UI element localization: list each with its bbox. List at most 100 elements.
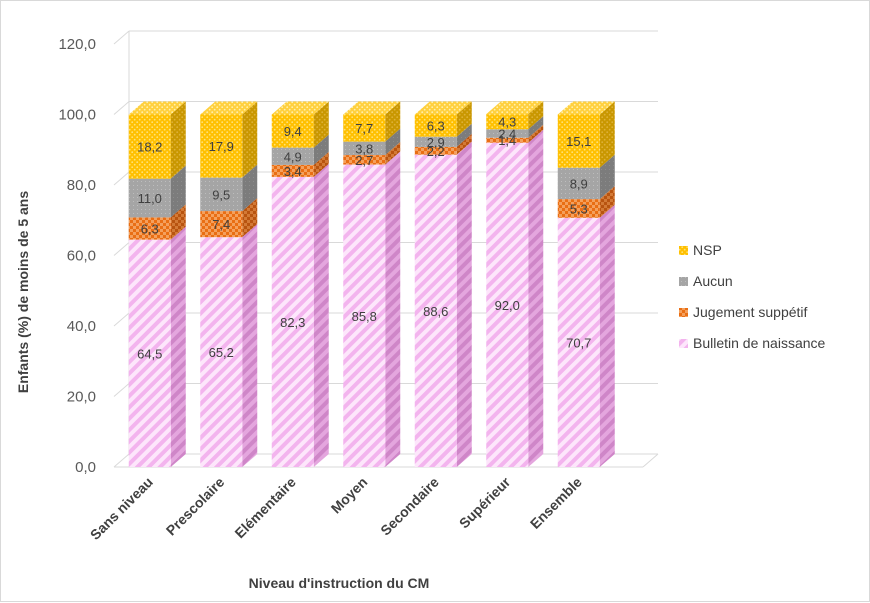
data-label-bulletin-de-naissance: 88,6 bbox=[423, 304, 448, 319]
legend-label: Bulletin de naissance bbox=[693, 335, 826, 351]
category-label-prescolaire: Prescolaire bbox=[163, 474, 228, 539]
data-label-jugement-suppetif: 5,3 bbox=[570, 201, 588, 216]
bar-side-aucun bbox=[599, 154, 615, 200]
legend: NSP Aucun Jugement suppétif Bulletin de nai… bbox=[679, 242, 826, 351]
bar-stack-moyen bbox=[343, 101, 401, 467]
bar-side-nsp bbox=[528, 101, 544, 130]
bar-side-aucun bbox=[313, 134, 329, 165]
bar-side-nsp bbox=[242, 101, 258, 178]
bars bbox=[128, 101, 615, 467]
bar-segment-aucun bbox=[200, 177, 243, 212]
bar-side-jugement-suppetif bbox=[242, 198, 258, 238]
bar-segment-bulletin-de-naissance bbox=[128, 239, 171, 467]
data-label-aucun: 4,9 bbox=[284, 149, 302, 164]
y-tick-label: 80,0 bbox=[67, 177, 96, 194]
bar-segment-aucun bbox=[128, 178, 171, 218]
bar-stack-superieur bbox=[486, 101, 544, 467]
y-tick-label: 40,0 bbox=[67, 318, 96, 335]
axes: 0,0 20,0 40,0 60,0 80,0 100,0 120,0 bbox=[58, 36, 96, 476]
data-label-jugement-suppetif: 3,4 bbox=[284, 164, 302, 179]
category-label-superieur: Supérieur bbox=[456, 473, 514, 531]
bar-side-bulletin-de-naissance bbox=[385, 151, 401, 467]
bar-side-aucun bbox=[242, 164, 258, 212]
bar-segment-jugement-suppetif bbox=[271, 164, 314, 177]
bar-side-bulletin-de-naissance bbox=[313, 163, 329, 467]
data-labels: 64,5 6,3 11,0 18,2 65,2 7,4 9,5 17,9 82,3 3,44,9 9… bbox=[137, 115, 591, 362]
data-label-jugement-suppetif: 2,2 bbox=[427, 144, 445, 159]
bar-top-nsp bbox=[200, 101, 258, 115]
category-label-elementaire: Elémentaire bbox=[231, 474, 299, 542]
data-label-aucun: 2,9 bbox=[427, 135, 445, 150]
bar-stack-secondaire bbox=[414, 101, 472, 467]
y-tick-label: 120,0 bbox=[58, 36, 96, 53]
bar-segment-jugement-suppetif bbox=[200, 211, 243, 238]
bar-segment-nsp bbox=[557, 114, 600, 168]
bar-segment-bulletin-de-naissance bbox=[414, 154, 457, 467]
legend-item-aucun: Aucun bbox=[679, 273, 733, 289]
data-label-bulletin-de-naissance: 70,7 bbox=[566, 335, 591, 350]
gridline-side bbox=[113, 383, 130, 397]
data-label-aucun: 3,8 bbox=[355, 141, 373, 156]
bar-segment-bulletin-de-naissance bbox=[486, 142, 529, 467]
x-axis-title: Niveau d'instruction du CM bbox=[249, 575, 430, 591]
legend-swatch bbox=[679, 277, 688, 286]
y-tick-label: 100,0 bbox=[58, 107, 96, 124]
bar-side-nsp bbox=[313, 101, 329, 148]
legend-item-bulletin-de-naissance: Bulletin de naissance bbox=[679, 335, 826, 351]
bar-side-jugement-suppetif bbox=[456, 133, 472, 155]
bar-segment-nsp bbox=[200, 114, 243, 178]
bar-segment-bulletin-de-naissance bbox=[271, 176, 314, 467]
bar-segment-jugement-suppetif bbox=[414, 146, 457, 155]
legend-label: Jugement suppétif bbox=[693, 304, 808, 320]
data-label-aucun: 11,0 bbox=[138, 191, 162, 206]
bar-segment-jugement-suppetif bbox=[557, 199, 600, 218]
bar-side-bulletin-de-naissance bbox=[170, 226, 186, 467]
bar-stack-sans-niveau bbox=[128, 101, 186, 467]
floor-edge-side bbox=[642, 453, 659, 468]
bar-side-jugement-suppetif bbox=[599, 186, 615, 218]
bar-side-nsp bbox=[456, 101, 472, 137]
bar-side-nsp bbox=[599, 101, 615, 168]
data-label-jugement-suppetif: 1,4 bbox=[498, 133, 516, 148]
bar-side-nsp bbox=[170, 101, 186, 179]
bar-side-bulletin-de-naissance bbox=[242, 224, 258, 467]
gridline-side bbox=[113, 242, 130, 256]
y-tick-label: 20,0 bbox=[67, 389, 96, 406]
data-label-nsp: 9,4 bbox=[284, 124, 302, 139]
bar-segment-jugement-suppetif bbox=[486, 137, 529, 143]
legend-swatch bbox=[679, 339, 688, 348]
bar-segment-nsp bbox=[486, 114, 529, 130]
bar-top-nsp bbox=[271, 101, 329, 115]
category-label-sans-niveau: Sans niveau bbox=[87, 474, 156, 543]
data-label-aucun: 9,5 bbox=[212, 187, 230, 202]
bar-top-nsp bbox=[557, 101, 615, 115]
data-label-nsp: 18,2 bbox=[137, 140, 162, 155]
category-label-secondaire: Secondaire bbox=[377, 474, 442, 539]
y-axis-title: Enfants (%) de moins de 5 ans bbox=[15, 191, 31, 393]
bar-side-aucun bbox=[170, 165, 186, 218]
data-label-nsp: 4,3 bbox=[498, 115, 516, 130]
y-tick-label: 0,0 bbox=[75, 459, 96, 476]
bar-segment-aucun bbox=[414, 136, 457, 147]
data-label-nsp: 6,3 bbox=[427, 119, 445, 134]
y-tick-label: 60,0 bbox=[67, 248, 96, 265]
bar-stack-prescolaire bbox=[200, 101, 258, 467]
bar-side-jugement-suppetif bbox=[313, 151, 329, 177]
legend-item-nsp: NSP bbox=[679, 242, 722, 258]
gridline-side bbox=[113, 101, 130, 115]
data-label-aucun: 8,9 bbox=[570, 176, 588, 191]
data-label-bulletin-de-naissance: 82,3 bbox=[280, 315, 305, 330]
bar-segment-bulletin-de-naissance bbox=[343, 164, 386, 467]
bar-segment-aucun bbox=[486, 129, 529, 138]
bar-segment-jugement-suppetif bbox=[343, 155, 386, 165]
bar-segment-aucun bbox=[343, 141, 386, 156]
data-label-bulletin-de-naissance: 92,0 bbox=[495, 298, 520, 313]
legend-label: NSP bbox=[693, 242, 722, 258]
bar-side-aucun bbox=[456, 123, 472, 147]
bar-side-nsp bbox=[385, 101, 401, 142]
bar-segment-bulletin-de-naissance bbox=[557, 217, 600, 467]
data-label-aucun: 2,4 bbox=[498, 127, 516, 142]
legend-item-jugement-suppetif: Jugement suppétif bbox=[679, 304, 808, 320]
bar-side-aucun bbox=[528, 116, 544, 138]
